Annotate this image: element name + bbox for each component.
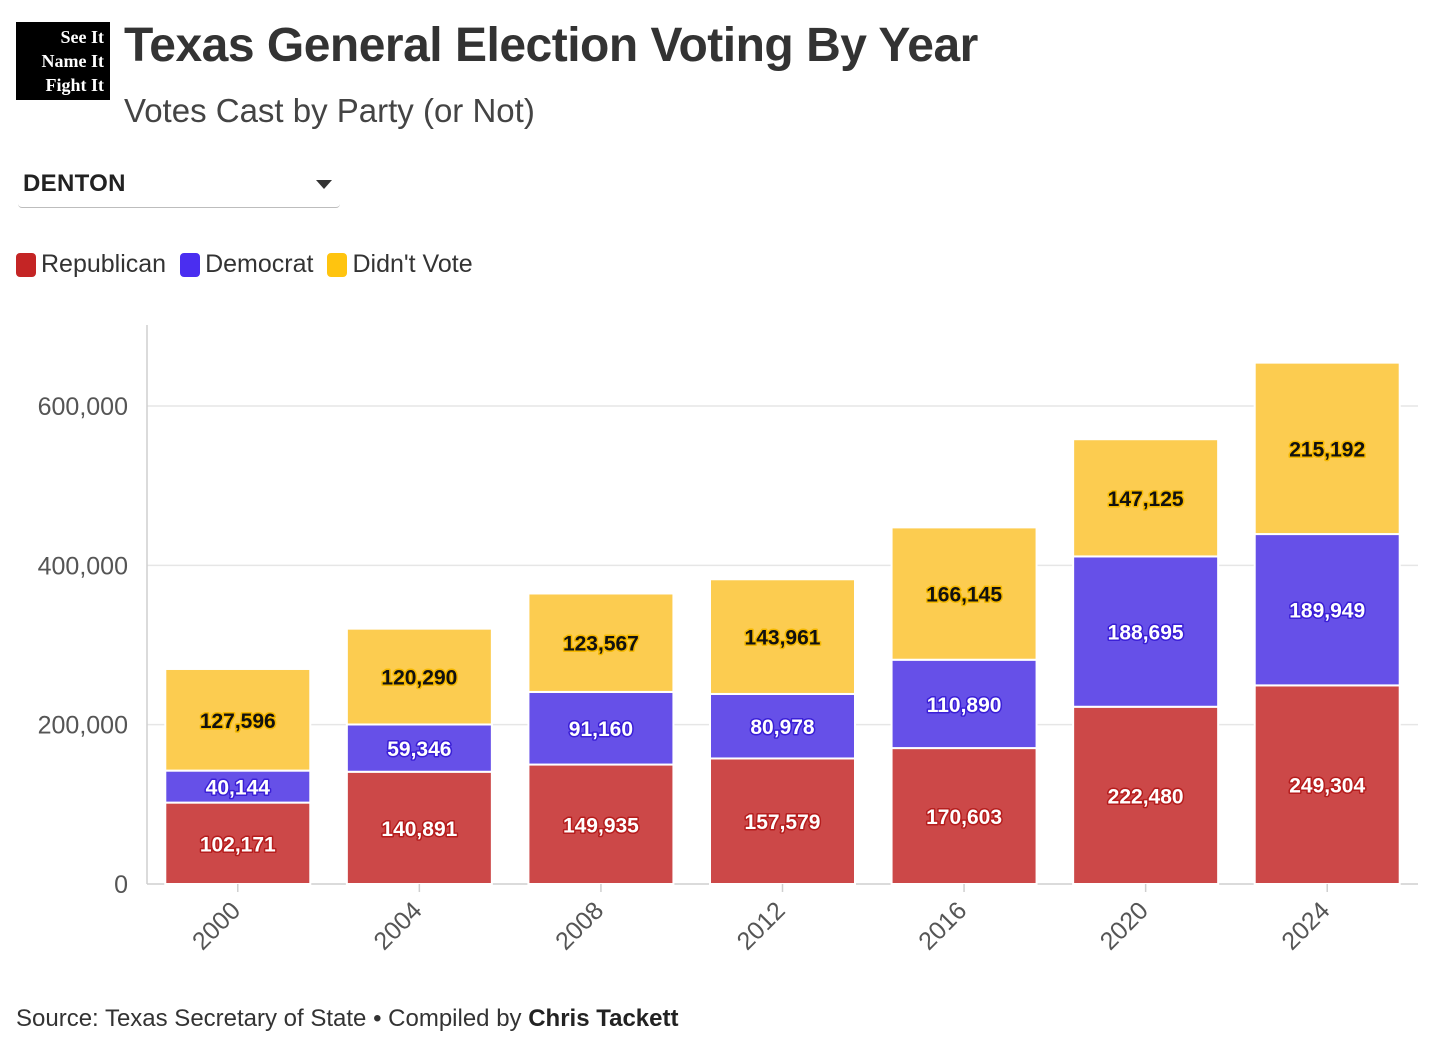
chevron-down-icon[interactable] — [316, 180, 332, 189]
logo-line: Name It — [41, 51, 104, 71]
x-tick-label: 2024 — [1276, 896, 1335, 955]
logo-line: Fight It — [45, 75, 105, 95]
data-label-didnt-vote: 143,961 — [745, 627, 821, 650]
chart-subtitle: Votes Cast by Party (or Not) — [124, 92, 535, 129]
data-label-republican: 170,603 — [926, 806, 1002, 829]
x-tick-label: 2008 — [550, 896, 609, 955]
bar-segment-didnt-vote — [890, 526, 1038, 661]
source-text: Source: Texas Secretary of State • Compi… — [16, 1005, 529, 1032]
data-label-didnt-vote: 123,567 — [563, 633, 639, 656]
bar-segment-didnt-vote — [1253, 361, 1401, 536]
data-label-democrat: 110,890 — [927, 694, 1002, 717]
brand-logo: See It Name It Fight It — [16, 22, 110, 100]
chart-legend: Republican Democrat Didn't Vote — [16, 250, 487, 279]
bar-segment-democrat — [1072, 555, 1220, 708]
source-note: Source: Texas Secretary of State • Compi… — [16, 1005, 678, 1033]
data-label-republican: 102,171 — [200, 833, 276, 856]
legend-label: Didn't Vote — [352, 250, 473, 278]
bar-segment-republican — [164, 801, 312, 885]
data-label-didnt-vote: 166,145 — [926, 584, 1002, 607]
county-select-value: DENTON — [23, 170, 126, 197]
legend-label: Republican — [41, 250, 167, 278]
data-label-democrat: 91,160 — [569, 718, 633, 741]
data-label-didnt-vote: 147,125 — [1108, 488, 1184, 511]
y-tick-label: 600,000 — [38, 393, 128, 421]
x-tick-label: 2012 — [732, 896, 791, 955]
y-tick-label: 400,000 — [38, 552, 128, 580]
bar-segment-republican — [1253, 684, 1401, 885]
x-tick-label: 2004 — [368, 896, 427, 955]
data-label-democrat: 189,949 — [1289, 600, 1365, 623]
data-label-democrat: 40,144 — [206, 777, 271, 800]
bar-segment-democrat — [890, 658, 1038, 750]
legend-item-didnt-vote: Didn't Vote — [327, 250, 473, 279]
bar-segment-didnt-vote — [164, 667, 312, 772]
bar-segment-democrat — [527, 690, 675, 766]
data-label-republican: 140,891 — [381, 818, 457, 841]
bar-segment-didnt-vote — [1072, 438, 1220, 558]
x-tick-label: 2020 — [1095, 896, 1154, 955]
data-label-didnt-vote: 215,192 — [1289, 438, 1365, 461]
data-label-democrat: 188,695 — [1108, 622, 1184, 645]
bar-segment-didnt-vote — [345, 627, 493, 726]
bar-segment-didnt-vote — [709, 578, 856, 695]
legend-swatch-didnt-vote — [327, 252, 348, 277]
x-tick-label: 2016 — [913, 896, 972, 955]
bar-segment-democrat — [709, 692, 856, 760]
x-tick-label: 2000 — [187, 896, 246, 955]
bar-segment-republican — [1072, 705, 1220, 885]
bar-segment-didnt-vote — [527, 592, 675, 693]
bar-segment-democrat — [1253, 533, 1401, 687]
data-label-democrat: 59,346 — [387, 738, 451, 761]
bar-segment-republican — [527, 763, 675, 886]
data-label-didnt-vote: 127,596 — [200, 710, 276, 733]
legend-item-republican: Republican — [16, 250, 166, 279]
logo-line: See It — [60, 27, 105, 47]
legend-swatch-democrat — [180, 252, 201, 277]
author-name: Chris Tackett — [528, 1005, 679, 1032]
data-label-republican: 157,579 — [745, 811, 821, 834]
data-label-didnt-vote: 120,290 — [381, 667, 457, 690]
bar-segment-democrat — [345, 723, 493, 773]
stacked-bar-chart: 0 200,000 400,000 600,000 102,171 40,144 127,5… — [38, 325, 1418, 956]
legend-item-democrat: Democrat — [180, 250, 313, 279]
data-label-republican: 249,304 — [1289, 775, 1365, 798]
bar-segment-republican — [890, 747, 1038, 885]
chart-title: Texas General Election Voting By Year — [124, 19, 978, 72]
y-tick-label: 0 — [114, 871, 128, 899]
data-label-republican: 222,480 — [1108, 785, 1184, 808]
legend-swatch-republican — [16, 252, 36, 277]
data-label-democrat: 80,978 — [750, 716, 815, 739]
bar-segment-republican — [709, 757, 856, 885]
county-select[interactable]: DENTON — [18, 162, 340, 208]
legend-label: Democrat — [205, 250, 314, 278]
data-label-republican: 149,935 — [563, 814, 639, 837]
bar-segment-democrat — [164, 769, 312, 804]
y-tick-label: 200,000 — [38, 712, 128, 740]
